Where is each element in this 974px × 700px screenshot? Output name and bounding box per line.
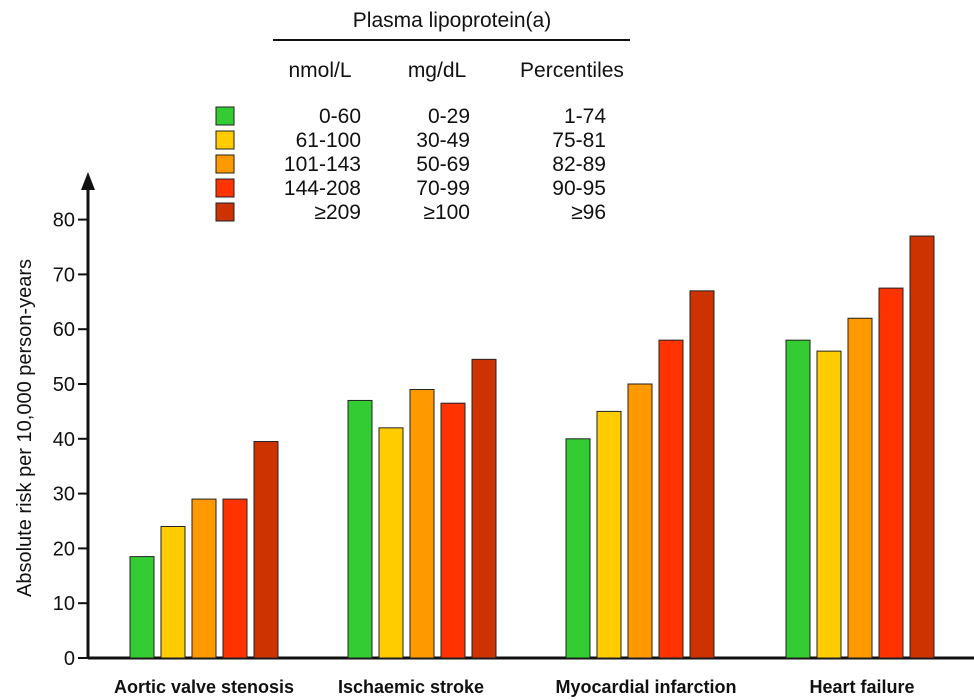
legend-swatch <box>215 178 235 198</box>
bar <box>347 399 373 659</box>
legend-swatch <box>215 202 235 222</box>
bars <box>129 235 935 659</box>
category-labels: Aortic valve stenosis Ischaemic stroke Myo… <box>114 677 915 697</box>
legend-column-header-nmol: nmol/L <box>288 59 351 82</box>
legend-cell: 144-208 <box>284 177 361 200</box>
bar <box>160 525 186 659</box>
bar <box>878 287 904 659</box>
bar <box>440 402 466 659</box>
bar <box>129 556 155 659</box>
legend-title: Plasma lipoprotein(a) <box>353 9 551 32</box>
legend-cell: ≥209 <box>314 201 361 224</box>
bar <box>909 235 935 659</box>
y-tick-label: 50 <box>53 374 75 396</box>
legend-cell: 1-74 <box>564 105 606 128</box>
y-tick-label: 0 <box>64 648 75 670</box>
bar <box>658 339 684 659</box>
legend: Plasma lipoprotein(a) nmol/L mg/dL Perce… <box>215 9 630 224</box>
bar <box>222 498 248 659</box>
bar <box>191 498 217 659</box>
x-category-label: Ischaemic stroke <box>338 677 484 697</box>
y-tick-label: 30 <box>53 484 75 506</box>
legend-cell: 101-143 <box>284 153 361 176</box>
legend-swatch <box>215 154 235 174</box>
legend-swatch <box>215 106 235 126</box>
legend-cell: 75-81 <box>552 129 606 152</box>
x-category-label: Aortic valve stenosis <box>114 677 294 697</box>
legend-cell: 30-49 <box>416 129 470 152</box>
legend-column-header-mgdl: mg/dL <box>408 59 466 82</box>
legend-cell: 0-60 <box>319 105 361 128</box>
legend-cell: 0-29 <box>428 105 470 128</box>
y-tick-label: 60 <box>53 319 75 341</box>
x-category-label: Heart failure <box>809 677 914 697</box>
legend-swatch <box>215 130 235 150</box>
legend-cell: 61-100 <box>296 129 361 152</box>
legend-cell: ≥96 <box>571 201 606 224</box>
bar <box>785 339 811 659</box>
bar <box>689 290 715 659</box>
bar <box>471 358 497 659</box>
y-axis-arrowhead <box>81 172 95 190</box>
y-axis-title: Absolute risk per 10,000 person-years <box>14 259 36 597</box>
y-tick-label: 20 <box>53 538 75 560</box>
legend-cell: ≥100 <box>423 201 470 224</box>
bar <box>627 383 653 659</box>
legend-cell: 82-89 <box>552 153 606 176</box>
bar <box>378 427 404 659</box>
legend-column-header-percentiles: Percentiles <box>520 59 624 82</box>
y-tick-label: 40 <box>53 429 75 451</box>
bar <box>253 441 279 659</box>
bar <box>409 388 435 659</box>
legend-cell: 70-99 <box>416 177 470 200</box>
y-tick-label: 80 <box>53 210 75 232</box>
x-category-label: Myocardial infarction <box>555 677 736 697</box>
bar <box>565 438 591 659</box>
legend-cell: 90-95 <box>552 177 606 200</box>
bar <box>596 410 622 659</box>
legend-cell: 50-69 <box>416 153 470 176</box>
bar <box>816 350 842 659</box>
bar <box>847 317 873 659</box>
y-tick-label: 70 <box>53 264 75 286</box>
y-tick-label: 10 <box>53 593 75 615</box>
